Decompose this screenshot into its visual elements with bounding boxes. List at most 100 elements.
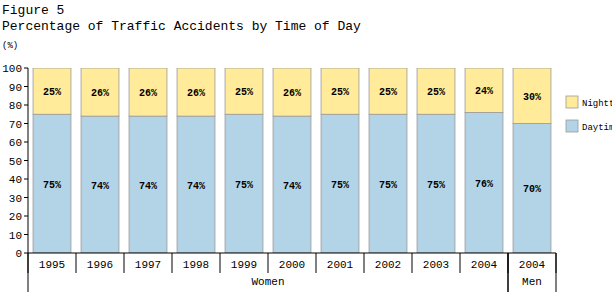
- y-tick-label: 40: [9, 174, 22, 186]
- bar-segment: [81, 116, 119, 253]
- y-tick: [24, 234, 28, 235]
- y-tick-label: 100: [2, 63, 22, 75]
- x-tick-label: 2003: [423, 259, 449, 271]
- legend-label: Daytime: [582, 123, 612, 133]
- y-tick-label: 20: [9, 211, 22, 223]
- bar-segment: [369, 68, 407, 114]
- bar-segment: [321, 68, 359, 114]
- x-tick: [268, 253, 269, 273]
- y-tick-label: 90: [9, 82, 22, 94]
- y-axis-label: (%): [2, 41, 18, 51]
- x-tick-label: 1997: [135, 259, 161, 271]
- data-label: 26%: [187, 88, 205, 99]
- x-tick-label: 2004: [519, 259, 546, 271]
- legend: Nighttime Daytime: [566, 96, 612, 133]
- group-label: Women: [251, 276, 284, 288]
- data-label: 30%: [523, 92, 541, 103]
- x-tick-label: 1998: [183, 259, 209, 271]
- bar-segment: [369, 114, 407, 253]
- x-tick: [220, 253, 221, 273]
- subtitle: Percentage of Traffic Accidents by Time …: [2, 19, 361, 34]
- legend-label: Nighttime: [582, 99, 612, 109]
- group-separator: [508, 253, 509, 292]
- y-tick-label: 80: [9, 100, 22, 112]
- group-separator: [508, 253, 509, 292]
- x-axis: 1995 1996 1997 1998 1999 2000 2001 2002 2003 2004…: [28, 253, 556, 292]
- data-label: 70%: [523, 184, 541, 195]
- x-tick-label: 1996: [87, 259, 113, 271]
- data-label: 74%: [283, 181, 301, 192]
- bar-segment: [177, 68, 215, 116]
- data-label: 75%: [379, 180, 397, 191]
- y-tick-label: 50: [9, 156, 22, 168]
- group-separator: [28, 253, 29, 292]
- x-tick-label: 2001: [327, 259, 354, 271]
- y-tick: [24, 68, 28, 69]
- group-label: Men: [522, 276, 542, 288]
- y-tick-label: 0: [15, 248, 22, 260]
- y-tick-label: 70: [9, 119, 22, 131]
- legend-swatch: [566, 96, 578, 108]
- data-label: 26%: [91, 88, 109, 99]
- data-label: 75%: [427, 180, 445, 191]
- x-tick-label: 1995: [39, 259, 65, 271]
- data-label: 74%: [91, 181, 109, 192]
- y-tick: [24, 142, 28, 143]
- data-label: 24%: [475, 86, 493, 97]
- y-tick: [24, 123, 28, 124]
- group-separator: [556, 253, 557, 292]
- legend-swatch: [566, 120, 578, 132]
- bar-segment: [465, 112, 503, 253]
- x-tick-label: 1999: [231, 259, 257, 271]
- x-axis-line: [28, 253, 556, 254]
- bar-segment: [513, 124, 551, 254]
- bar-segment: [81, 68, 119, 116]
- x-tick-label: 2000: [279, 259, 305, 271]
- data-label: 25%: [379, 87, 397, 98]
- x-tick: [412, 253, 413, 273]
- bar-segment: [465, 68, 503, 112]
- data-labels: 75% 25% 74% 26% 74% 26% 74% 26% 75% 25% 74% 26% 75% 2…: [43, 86, 541, 195]
- data-label: 75%: [235, 180, 253, 191]
- x-tick: [172, 253, 173, 273]
- data-label: 75%: [43, 180, 61, 191]
- x-tick: [364, 253, 365, 273]
- x-tick: [124, 253, 125, 273]
- bar-segment: [513, 68, 551, 124]
- bar-segment: [129, 116, 167, 253]
- bar-segment: [177, 116, 215, 253]
- bar-segment: [33, 68, 71, 114]
- y-tick: [24, 216, 28, 217]
- bar-segment: [417, 68, 455, 114]
- y-tick: [24, 160, 28, 161]
- data-label: 26%: [283, 88, 301, 99]
- bar-segment: [225, 68, 263, 114]
- bars: [33, 68, 551, 253]
- bar-segment: [273, 68, 311, 116]
- x-tick: [460, 253, 461, 273]
- data-label: 74%: [139, 181, 157, 192]
- bar-segment: [33, 114, 71, 253]
- bar-segment: [273, 116, 311, 253]
- x-tick-label: 2004: [471, 259, 498, 271]
- data-label: 26%: [139, 88, 157, 99]
- x-tick-label: 2002: [375, 259, 401, 271]
- y-tick: [24, 253, 28, 254]
- y-tick: [24, 105, 28, 106]
- data-label: 25%: [43, 87, 61, 98]
- data-label: 25%: [331, 87, 349, 98]
- chart: Figure 5Percentage of Traffic Accidents …: [0, 0, 612, 292]
- x-tick: [316, 253, 317, 273]
- y-tick-label: 60: [9, 137, 22, 149]
- bar-segment: [321, 114, 359, 253]
- x-tick: [76, 253, 77, 273]
- data-label: 74%: [187, 181, 205, 192]
- y-tick: [24, 197, 28, 198]
- y-tick: [24, 86, 28, 87]
- bar-segment: [417, 114, 455, 253]
- y-tick-label: 30: [9, 193, 22, 205]
- bar-segment: [225, 114, 263, 253]
- y-tick-label: 10: [9, 230, 22, 242]
- bar-segment: [129, 68, 167, 116]
- title: Figure 5: [2, 3, 64, 18]
